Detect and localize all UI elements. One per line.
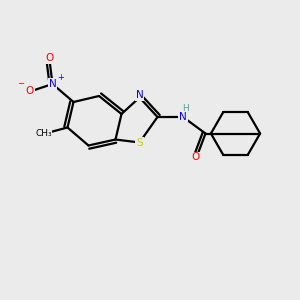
- Text: O: O: [45, 53, 54, 64]
- Text: S: S: [136, 137, 143, 148]
- Text: H: H: [183, 104, 189, 113]
- Text: N: N: [49, 79, 56, 89]
- Text: −: −: [17, 80, 24, 88]
- Text: O: O: [26, 86, 34, 97]
- Text: N: N: [136, 90, 143, 100]
- Text: O: O: [191, 152, 199, 163]
- Text: +: +: [58, 73, 64, 82]
- Text: N: N: [179, 112, 187, 122]
- Text: CH₃: CH₃: [35, 129, 52, 138]
